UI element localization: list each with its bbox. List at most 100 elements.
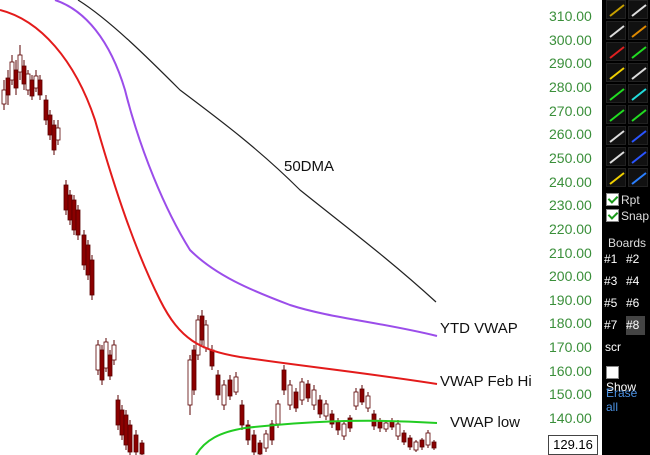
board-button[interactable]: #2 [626, 250, 645, 269]
candle-body [199, 315, 205, 341]
snap-checkbox[interactable]: Snap [606, 209, 649, 223]
grid-icon[interactable] [606, 105, 626, 124]
ytd-vwap-line [54, 0, 438, 337]
hline-yellow-icon[interactable] [606, 63, 626, 82]
fib-icon[interactable] [606, 42, 626, 61]
fan-icon[interactable] [628, 42, 648, 61]
vwap-feb-hi-line [0, 9, 438, 385]
candle-body [383, 422, 389, 430]
candle-body [413, 441, 419, 451]
board-button[interactable]: #3 [604, 272, 623, 291]
candle-body [341, 423, 347, 437]
candle-body [33, 75, 39, 89]
y-tick-label: 310.00 [549, 8, 592, 24]
candle-body [17, 54, 23, 73]
show-checkbox[interactable]: Show [606, 366, 650, 394]
candle-body [139, 442, 145, 455]
candle-body [221, 384, 227, 406]
candle-body [239, 404, 245, 426]
candle-body [25, 73, 31, 91]
square-icon[interactable] [606, 168, 626, 187]
parallel-icon[interactable] [606, 21, 626, 40]
candle-body [191, 349, 197, 391]
ellipse-blue-icon[interactable] [628, 147, 648, 166]
board-button[interactable]: #7 [604, 316, 623, 335]
candle-body [203, 324, 209, 349]
board-button[interactable]: #4 [626, 272, 645, 291]
board-button[interactable]: #8 [626, 316, 645, 335]
candle-body [89, 259, 95, 296]
vline-icon[interactable] [606, 147, 626, 166]
y-tick-label: 300.00 [549, 31, 592, 48]
board-button[interactable]: #1 [604, 250, 623, 269]
candle-body [275, 403, 281, 425]
candle-body [43, 99, 49, 121]
fan2-icon[interactable] [628, 63, 648, 82]
candle-body [311, 389, 317, 406]
candle-body [263, 433, 269, 449]
anchor-icon[interactable] [628, 21, 648, 40]
scr-button[interactable]: scr [605, 340, 621, 354]
rpt-checkbox[interactable]: Rpt [606, 193, 640, 207]
y-tick-label: 280.00 [549, 78, 592, 95]
candle-body [323, 403, 329, 417]
y-tick-label: 260.00 [549, 126, 592, 143]
y-tick-label: 290.00 [549, 55, 592, 72]
candle-body [209, 349, 215, 367]
label-vwap-feb-hi: VWAP Feb Hi [440, 373, 532, 390]
candle-body [245, 424, 251, 441]
candle-body [127, 424, 133, 453]
candle-body [419, 439, 425, 448]
y-tick-label: 180.00 [549, 315, 592, 332]
candle-body [47, 114, 53, 136]
y-tick-label: 230.00 [549, 197, 592, 214]
board-button[interactable]: #6 [626, 294, 645, 313]
candle-body [81, 234, 87, 266]
triangle-icon[interactable] [606, 126, 626, 145]
candle-body [133, 434, 139, 453]
candle-body [401, 432, 407, 443]
board-button[interactable]: #5 [604, 294, 623, 313]
candle-body [37, 79, 43, 96]
candle-body [1, 89, 7, 105]
candle-body [353, 391, 359, 407]
y-tick-label: 270.00 [549, 102, 592, 119]
candle-body [103, 341, 109, 369]
current-price-badge: 129.16 [548, 435, 598, 455]
candle-body [195, 319, 201, 356]
erase-all-link[interactable]: Erase all [606, 386, 638, 414]
price-chart[interactable] [0, 0, 545, 455]
candle-body [29, 79, 35, 97]
candles [1, 45, 437, 455]
candle-body [365, 395, 371, 409]
grid2-icon[interactable] [628, 105, 648, 124]
candle-body [71, 199, 77, 231]
candle-body [425, 432, 431, 446]
candle-body [359, 388, 365, 403]
y-tick-label: 140.00 [549, 410, 592, 427]
label-vwap-low: VWAP low [450, 414, 521, 431]
trendline-icon[interactable] [606, 0, 626, 19]
candle-body [335, 421, 341, 431]
candle-body [227, 379, 233, 397]
candle-body [187, 359, 193, 406]
boards-label: Boards [608, 236, 647, 250]
price-axis: 310.00 300.00 290.00 280.00 270.00 260.00 250.… [545, 0, 602, 455]
candle-body [269, 423, 275, 441]
y-tick-label: 150.00 [549, 386, 592, 403]
hlines-icon[interactable] [628, 0, 648, 19]
candle-body [123, 414, 129, 446]
pitchfork-icon[interactable] [628, 84, 648, 103]
candle-body [407, 437, 413, 448]
ellipse-icon[interactable] [628, 126, 648, 145]
candle-body [119, 409, 125, 436]
label-ytd-vwap: YTD VWAP [440, 320, 518, 337]
candle-body [347, 417, 353, 429]
arrow-up-icon[interactable] [628, 168, 648, 187]
candle-body [75, 209, 81, 236]
candle-body [95, 344, 101, 371]
candle-body [431, 441, 437, 449]
candle-body [5, 77, 11, 96]
candle-body [215, 374, 221, 396]
channel-icon[interactable] [606, 84, 626, 103]
